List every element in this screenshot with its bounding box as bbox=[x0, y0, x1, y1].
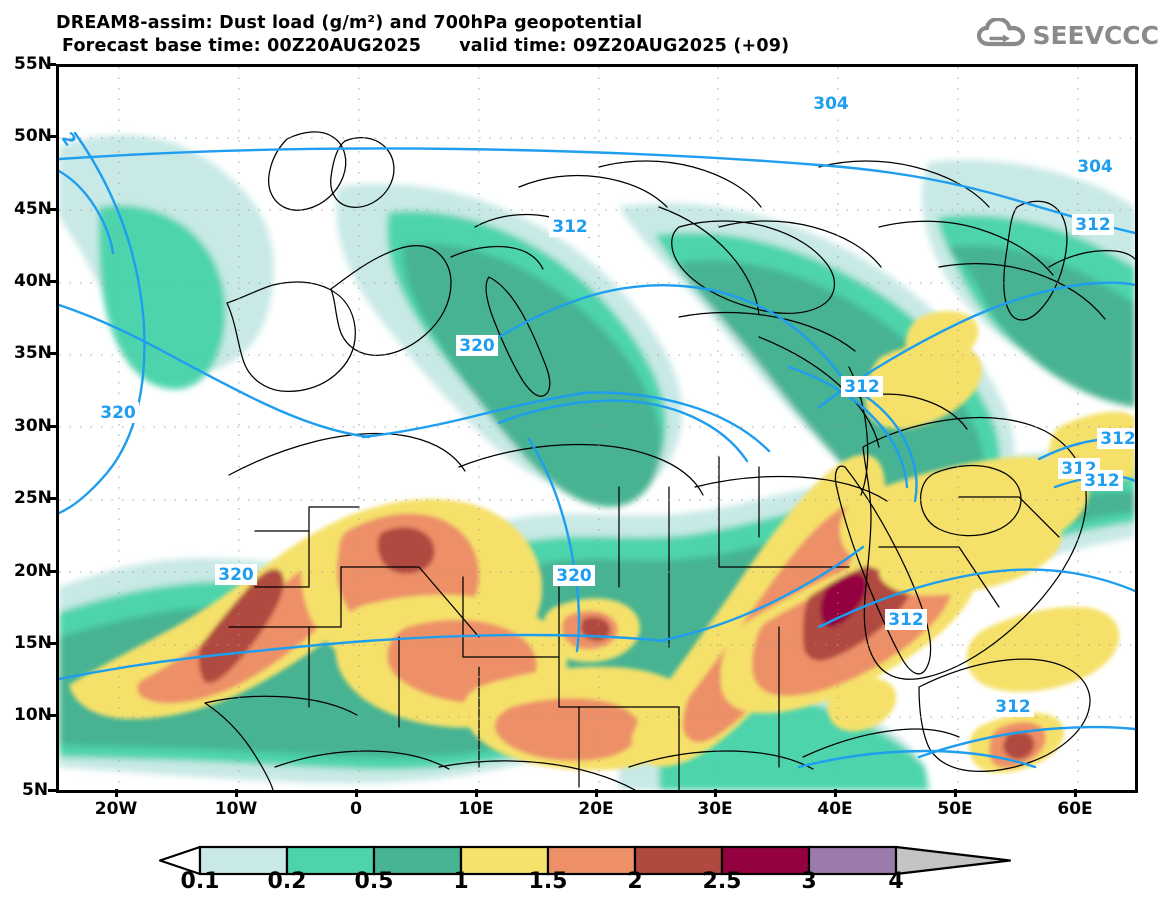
dust-core-arabia bbox=[839, 456, 1089, 596]
svg-text:312: 312 bbox=[552, 217, 588, 237]
x-tick-label-10E: 10E bbox=[458, 799, 494, 819]
y-tick-label-30N: 30N bbox=[14, 416, 52, 436]
svg-text:312: 312 bbox=[995, 697, 1031, 717]
x-tick-label-20W: 20W bbox=[94, 799, 138, 819]
contour-label: 312 bbox=[1081, 470, 1123, 491]
colorbar-tick-0.1: 0.1 bbox=[180, 869, 220, 894]
contour-label: 320 bbox=[215, 564, 257, 585]
forecast-base-time: Forecast base time: 00Z20AUG2025 bbox=[62, 36, 422, 56]
dust-core-eritrea bbox=[827, 678, 897, 732]
logo-text: SEEVCCC bbox=[1032, 20, 1159, 50]
x-tick-label-10W: 10W bbox=[214, 799, 258, 819]
dust-load-map[interactable]: 304 304 312 312 312 312 312 312 312 312 … bbox=[56, 64, 1138, 793]
y-tick bbox=[48, 280, 56, 283]
contour-label: 312 bbox=[549, 216, 591, 237]
contour-label: 312 bbox=[1097, 428, 1135, 449]
valid-time: valid time: 09Z20AUG2025 (+09) bbox=[459, 36, 790, 56]
colorbar[interactable]: 0.1 0.2 0.5 1 1.5 2 2.5 3 4 bbox=[0, 843, 1165, 907]
svg-text:304: 304 bbox=[1077, 157, 1113, 177]
colorbar-tick-3: 3 bbox=[801, 869, 817, 894]
svg-text:312: 312 bbox=[1100, 429, 1135, 449]
y-tick-label-20N: 20N bbox=[14, 561, 52, 581]
svg-text:312: 312 bbox=[1075, 215, 1111, 235]
colorbar-swatches bbox=[158, 845, 1012, 876]
y-tick bbox=[48, 63, 56, 66]
dust-core-iraq bbox=[865, 311, 983, 430]
svg-text:312: 312 bbox=[888, 610, 924, 630]
contour-label: 312 bbox=[1072, 214, 1114, 235]
contour-label: 312 bbox=[992, 696, 1034, 717]
y-tick bbox=[48, 714, 56, 717]
forecast-time-line: Forecast base time: 00Z20AUG2025 valid ti… bbox=[56, 35, 956, 58]
y-tick bbox=[48, 789, 56, 792]
page-title: DREAM8-assim: Dust load (g/m²) and 700hP… bbox=[56, 13, 643, 33]
y-tick bbox=[48, 642, 56, 645]
colorbar-tick-2: 2 bbox=[627, 869, 643, 894]
svg-text:312: 312 bbox=[1084, 471, 1120, 491]
contour-label: 320 bbox=[97, 402, 139, 423]
x-tick-label-40E: 40E bbox=[817, 799, 853, 819]
y-tick-label-50N: 50N bbox=[14, 126, 52, 146]
geopotential-contours bbox=[59, 131, 1135, 769]
x-tick-label-0: 0 bbox=[350, 799, 362, 819]
y-tick bbox=[48, 497, 56, 500]
seevccc-logo: SEEVCCC bbox=[977, 16, 1159, 52]
cloud-icon bbox=[977, 16, 1026, 52]
y-tick-label-25N: 25N bbox=[14, 488, 52, 508]
map-canvas: 304 304 312 312 312 312 312 312 312 312 … bbox=[59, 67, 1135, 790]
dust-load-hot-cores bbox=[69, 311, 1135, 773]
y-tick-label-5N: 5N bbox=[22, 780, 49, 800]
y-tick bbox=[48, 570, 56, 573]
y-tick-label-45N: 45N bbox=[14, 199, 52, 219]
y-tick bbox=[48, 208, 56, 211]
y-tick bbox=[48, 425, 56, 428]
chart-title-block: DREAM8-assim: Dust load (g/m²) and 700hP… bbox=[56, 12, 956, 58]
x-tick-label-60E: 60E bbox=[1057, 799, 1093, 819]
colorbar-tick-1: 1 bbox=[453, 869, 469, 894]
y-tick-label-15N: 15N bbox=[14, 633, 52, 653]
y-tick bbox=[48, 135, 56, 138]
contour-label: 312 bbox=[885, 609, 927, 630]
y-tick-label-35N: 35N bbox=[14, 343, 52, 363]
y-tick bbox=[48, 352, 56, 355]
x-tick-label-20E: 20E bbox=[578, 799, 614, 819]
colorbar-tick-1.5: 1.5 bbox=[528, 869, 568, 894]
contour-label: 304 bbox=[810, 93, 852, 114]
svg-text:304: 304 bbox=[813, 94, 849, 114]
colorbar-tick-0.2: 0.2 bbox=[267, 869, 307, 894]
contour-label-layer: 304 304 312 312 312 312 312 312 312 312 … bbox=[59, 93, 1135, 717]
colorbar-tick-0.5: 0.5 bbox=[354, 869, 394, 894]
svg-text:312: 312 bbox=[844, 377, 880, 397]
svg-text:320: 320 bbox=[218, 565, 254, 585]
contour-label: 320 bbox=[553, 565, 595, 586]
y-tick-label-40N: 40N bbox=[14, 271, 52, 291]
svg-text:320: 320 bbox=[100, 403, 136, 423]
dust-core-oman bbox=[966, 606, 1120, 692]
y-tick-label-10N: 10N bbox=[14, 705, 52, 725]
svg-text:320: 320 bbox=[556, 566, 592, 586]
y-tick-label-55N: 55N bbox=[14, 54, 52, 74]
colorbar-tick-2.5: 2.5 bbox=[702, 869, 742, 894]
svg-text:320: 320 bbox=[459, 336, 495, 356]
contour-label: 304 bbox=[1074, 156, 1116, 177]
x-tick-label-30E: 30E bbox=[697, 799, 733, 819]
coastline-layer bbox=[204, 131, 1135, 790]
x-tick-label-50E: 50E bbox=[937, 799, 973, 819]
contour-label: 320 bbox=[456, 335, 498, 356]
colorbar-tick-4: 4 bbox=[888, 869, 904, 894]
contour-label: 312 bbox=[841, 376, 883, 397]
map-svg: 304 304 312 312 312 312 312 312 312 312 … bbox=[59, 67, 1135, 790]
